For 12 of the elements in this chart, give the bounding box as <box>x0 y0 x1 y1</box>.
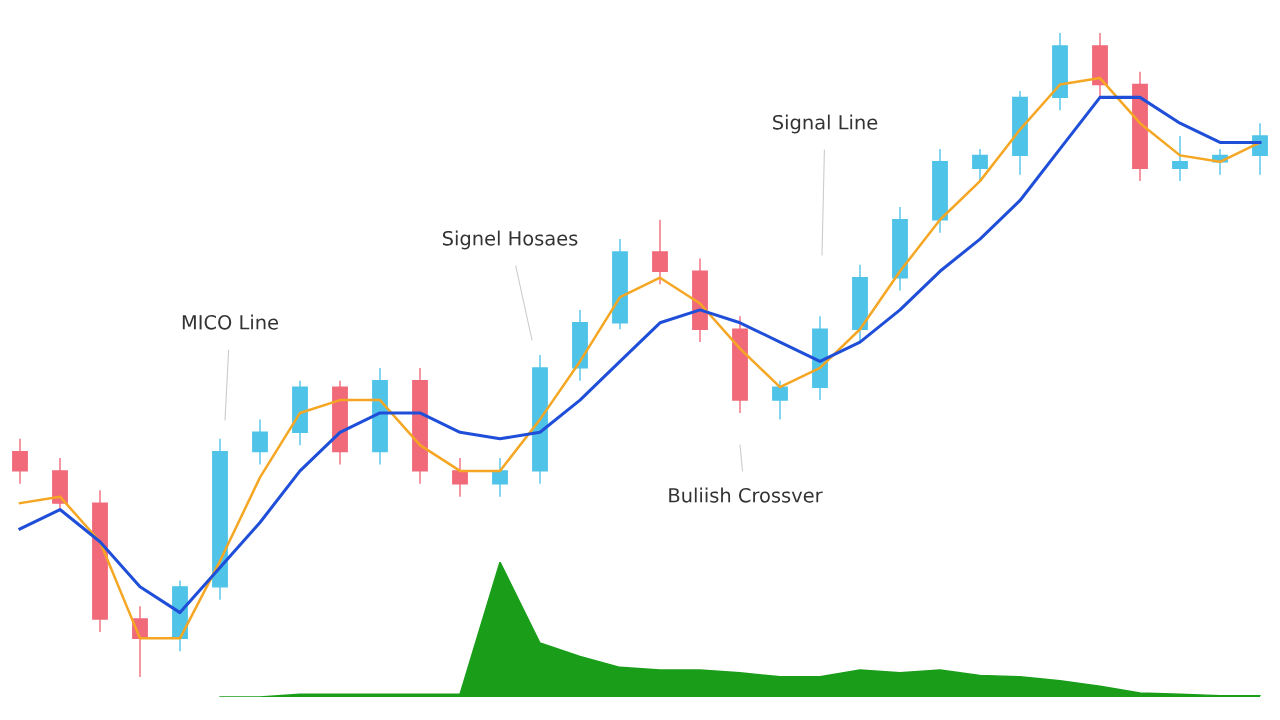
annotation: Signal Line <box>773 114 878 134</box>
candlestick <box>772 380 788 421</box>
candlestick <box>12 438 28 485</box>
candlestick <box>492 457 508 498</box>
annotation: Buliish Crossver <box>669 487 823 503</box>
candlestick <box>972 148 988 182</box>
annotation: Signel Hosaes <box>442 230 578 250</box>
candlestick <box>252 418 268 466</box>
annotation: MICO Line <box>182 314 279 330</box>
candlestick <box>1172 135 1188 182</box>
candlestick <box>652 219 668 285</box>
candlestick <box>452 457 468 498</box>
